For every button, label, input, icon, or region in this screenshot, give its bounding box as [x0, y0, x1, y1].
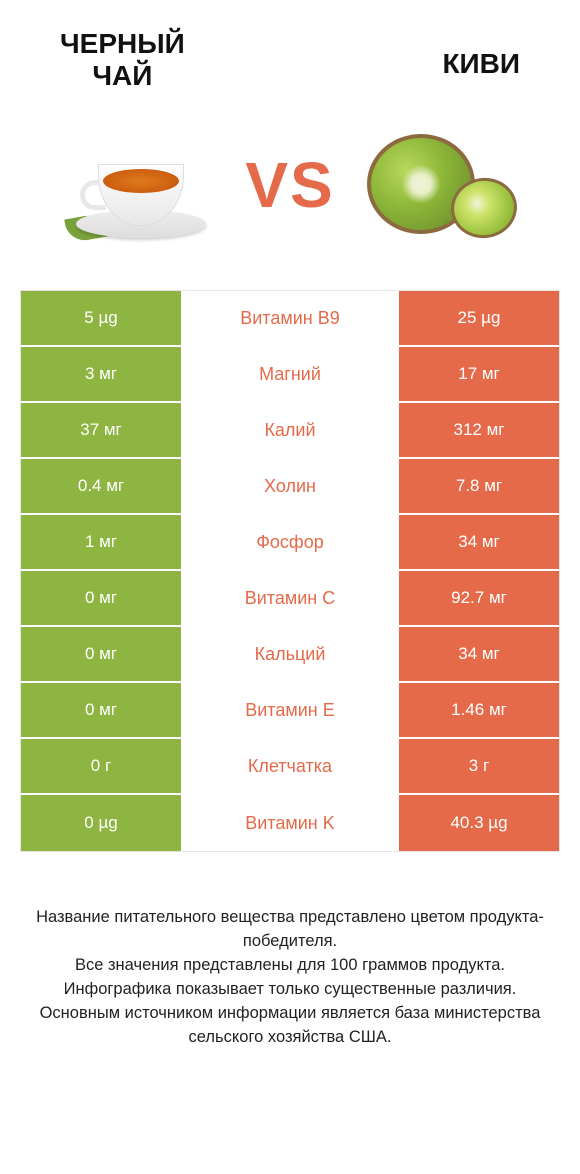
vs-label: VS	[245, 148, 334, 222]
nutrient-label: Витамин B9	[181, 291, 399, 345]
right-value: 312 мг	[399, 403, 559, 457]
right-value: 1.46 мг	[399, 683, 559, 737]
table-row: 0 мгВитамин E1.46 мг	[21, 683, 559, 739]
right-value: 34 мг	[399, 627, 559, 681]
left-value: 0 мг	[21, 627, 181, 681]
title-left: ЧЕРНЫЙ ЧАЙ	[60, 28, 185, 92]
title-right: КИВИ	[442, 28, 520, 80]
right-value: 92.7 мг	[399, 571, 559, 625]
nutrient-label: Витамин C	[181, 571, 399, 625]
nutrient-label: Кальций	[181, 627, 399, 681]
left-value: 1 мг	[21, 515, 181, 569]
table-row: 0.4 мгХолин7.8 мг	[21, 459, 559, 515]
table-row: 37 мгКалий312 мг	[21, 403, 559, 459]
table-row: 3 мгМагний17 мг	[21, 347, 559, 403]
right-value: 3 г	[399, 739, 559, 793]
nutrient-label: Витамин K	[181, 795, 399, 851]
left-value: 0 µg	[21, 795, 181, 851]
table-row: 0 мгКальций34 мг	[21, 627, 559, 683]
right-value: 34 мг	[399, 515, 559, 569]
vs-row: VS	[0, 92, 580, 290]
nutrient-label: Клетчатка	[181, 739, 399, 793]
right-value: 40.3 µg	[399, 795, 559, 851]
left-value: 0 мг	[21, 571, 181, 625]
nutrient-label: Магний	[181, 347, 399, 401]
table-row: 0 мгВитамин C92.7 мг	[21, 571, 559, 627]
kiwi-image	[359, 120, 519, 250]
nutrient-label: Калий	[181, 403, 399, 457]
left-value: 5 µg	[21, 291, 181, 345]
table-row: 0 гКлетчатка3 г	[21, 739, 559, 795]
comparison-table: 5 µgВитамин B925 µg3 мгМагний17 мг37 мгК…	[20, 290, 560, 852]
nutrient-label: Фосфор	[181, 515, 399, 569]
left-value: 0.4 мг	[21, 459, 181, 513]
left-value: 0 г	[21, 739, 181, 793]
right-value: 7.8 мг	[399, 459, 559, 513]
table-row: 0 µgВитамин K40.3 µg	[21, 795, 559, 851]
tea-image	[61, 120, 221, 250]
nutrient-label: Холин	[181, 459, 399, 513]
left-value: 0 мг	[21, 683, 181, 737]
footer-note: Название питательного вещества представл…	[0, 852, 580, 1050]
right-value: 25 µg	[399, 291, 559, 345]
left-value: 37 мг	[21, 403, 181, 457]
right-value: 17 мг	[399, 347, 559, 401]
table-row: 1 мгФосфор34 мг	[21, 515, 559, 571]
nutrient-label: Витамин E	[181, 683, 399, 737]
left-value: 3 мг	[21, 347, 181, 401]
table-row: 5 µgВитамин B925 µg	[21, 291, 559, 347]
